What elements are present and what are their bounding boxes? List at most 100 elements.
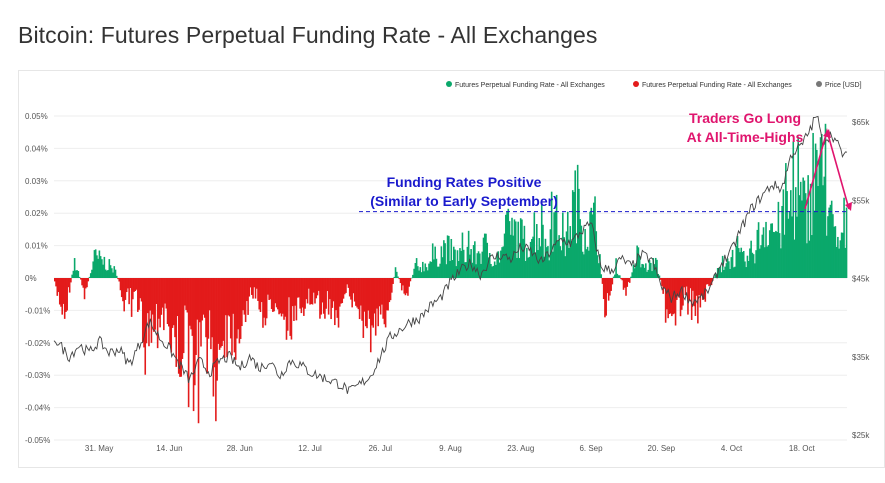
funding-bar	[814, 143, 817, 278]
funding-bar	[628, 278, 631, 283]
funding-bar	[812, 132, 814, 278]
funding-bar	[226, 278, 228, 358]
funding-bar	[300, 278, 303, 314]
funding-bar	[260, 278, 263, 303]
funding-bar	[464, 262, 466, 278]
funding-bar	[479, 253, 481, 278]
funding-bar	[415, 258, 418, 278]
funding-bar	[744, 261, 746, 278]
funding-bar	[56, 278, 59, 296]
funding-bar	[342, 278, 345, 299]
chart-frame: 0.05% 0.04% 0.03% 0.02% 0.01% 0% -0.01% -0.02% -…	[18, 70, 885, 468]
funding-bar	[808, 240, 811, 278]
funding-bar	[472, 245, 475, 278]
funding-bar	[635, 263, 637, 278]
legend-marker	[446, 81, 452, 87]
funding-bar	[425, 267, 428, 278]
funding-bar	[740, 247, 743, 278]
funding-bar	[731, 249, 734, 278]
funding-bar	[332, 278, 335, 302]
funding-bar	[827, 216, 829, 278]
funding-bar	[350, 278, 352, 300]
funding-bar	[689, 278, 692, 289]
annotation-traders-line2: At All-Time-Highs	[687, 129, 804, 145]
funding-bar	[241, 278, 243, 327]
y-tick-label: 0%	[25, 274, 37, 283]
funding-bar	[258, 278, 261, 310]
funding-bar	[369, 278, 372, 353]
funding-bar	[402, 278, 404, 286]
funding-bar	[117, 278, 119, 280]
funding-bar	[243, 278, 246, 315]
funding-bar	[301, 278, 304, 308]
funding-bar	[557, 240, 559, 278]
funding-bar	[383, 278, 386, 325]
funding-bar	[529, 241, 532, 278]
funding-bar	[192, 278, 195, 412]
funding-bar	[522, 238, 524, 278]
funding-bar	[562, 212, 564, 278]
funding-bar	[642, 264, 645, 278]
funding-bar	[565, 231, 568, 278]
funding-bar	[203, 278, 206, 318]
funding-bar	[163, 278, 165, 331]
funding-bar	[633, 268, 636, 278]
funding-bar	[767, 245, 770, 278]
funding-bar	[218, 278, 221, 350]
funding-bar	[407, 278, 409, 296]
funding-bar	[365, 278, 367, 327]
funding-bar	[412, 274, 414, 278]
funding-bar	[444, 243, 446, 278]
funding-bar	[819, 137, 822, 278]
funding-bar	[331, 278, 334, 308]
funding-bar	[498, 262, 501, 278]
funding-bar	[737, 248, 740, 278]
funding-bar	[824, 123, 827, 278]
funding-bar	[669, 278, 672, 314]
funding-bar	[185, 278, 187, 310]
funding-bar	[552, 251, 554, 278]
funding-bar	[580, 225, 583, 278]
x-tick-label: 12. Jul	[298, 444, 322, 453]
funding-bar	[148, 278, 150, 347]
funding-bar	[66, 278, 68, 311]
funding-bar	[516, 257, 518, 278]
funding-bar	[134, 278, 137, 292]
funding-bar	[776, 231, 778, 278]
funding-bar	[205, 278, 207, 338]
funding-bar	[778, 233, 781, 278]
funding-bar	[409, 278, 412, 282]
funding-bar	[122, 278, 124, 302]
funding-bar	[257, 278, 259, 301]
y-tick-label: -0.03%	[25, 371, 50, 380]
funding-bar	[630, 276, 632, 278]
funding-bar	[196, 278, 199, 320]
funding-bar	[186, 278, 189, 313]
funding-bar	[201, 278, 204, 321]
funding-bar	[445, 264, 448, 278]
funding-bar	[802, 177, 804, 278]
funding-bar	[220, 278, 222, 348]
funding-bar	[702, 278, 704, 300]
funding-bar	[607, 278, 610, 301]
funding-bar	[553, 212, 555, 278]
funding-bar	[765, 221, 767, 278]
x-tick-label: 20. Sep	[648, 444, 676, 453]
funding-bar	[398, 278, 401, 280]
funding-bar	[280, 278, 283, 317]
funding-bar	[459, 248, 461, 278]
funding-bar	[382, 278, 384, 319]
funding-bar	[60, 278, 62, 307]
funding-bar	[833, 226, 835, 278]
funding-bar	[167, 278, 170, 327]
funding-bar	[513, 219, 516, 278]
funding-bar	[399, 278, 402, 284]
funding-bar	[619, 275, 621, 278]
funding-bar	[54, 278, 56, 282]
funding-bar	[397, 276, 399, 278]
funding-bar	[616, 273, 619, 278]
funding-bar	[536, 224, 538, 278]
x-tick-label: 26. Jul	[368, 444, 392, 453]
funding-bar	[842, 232, 844, 278]
funding-bar	[299, 278, 301, 309]
